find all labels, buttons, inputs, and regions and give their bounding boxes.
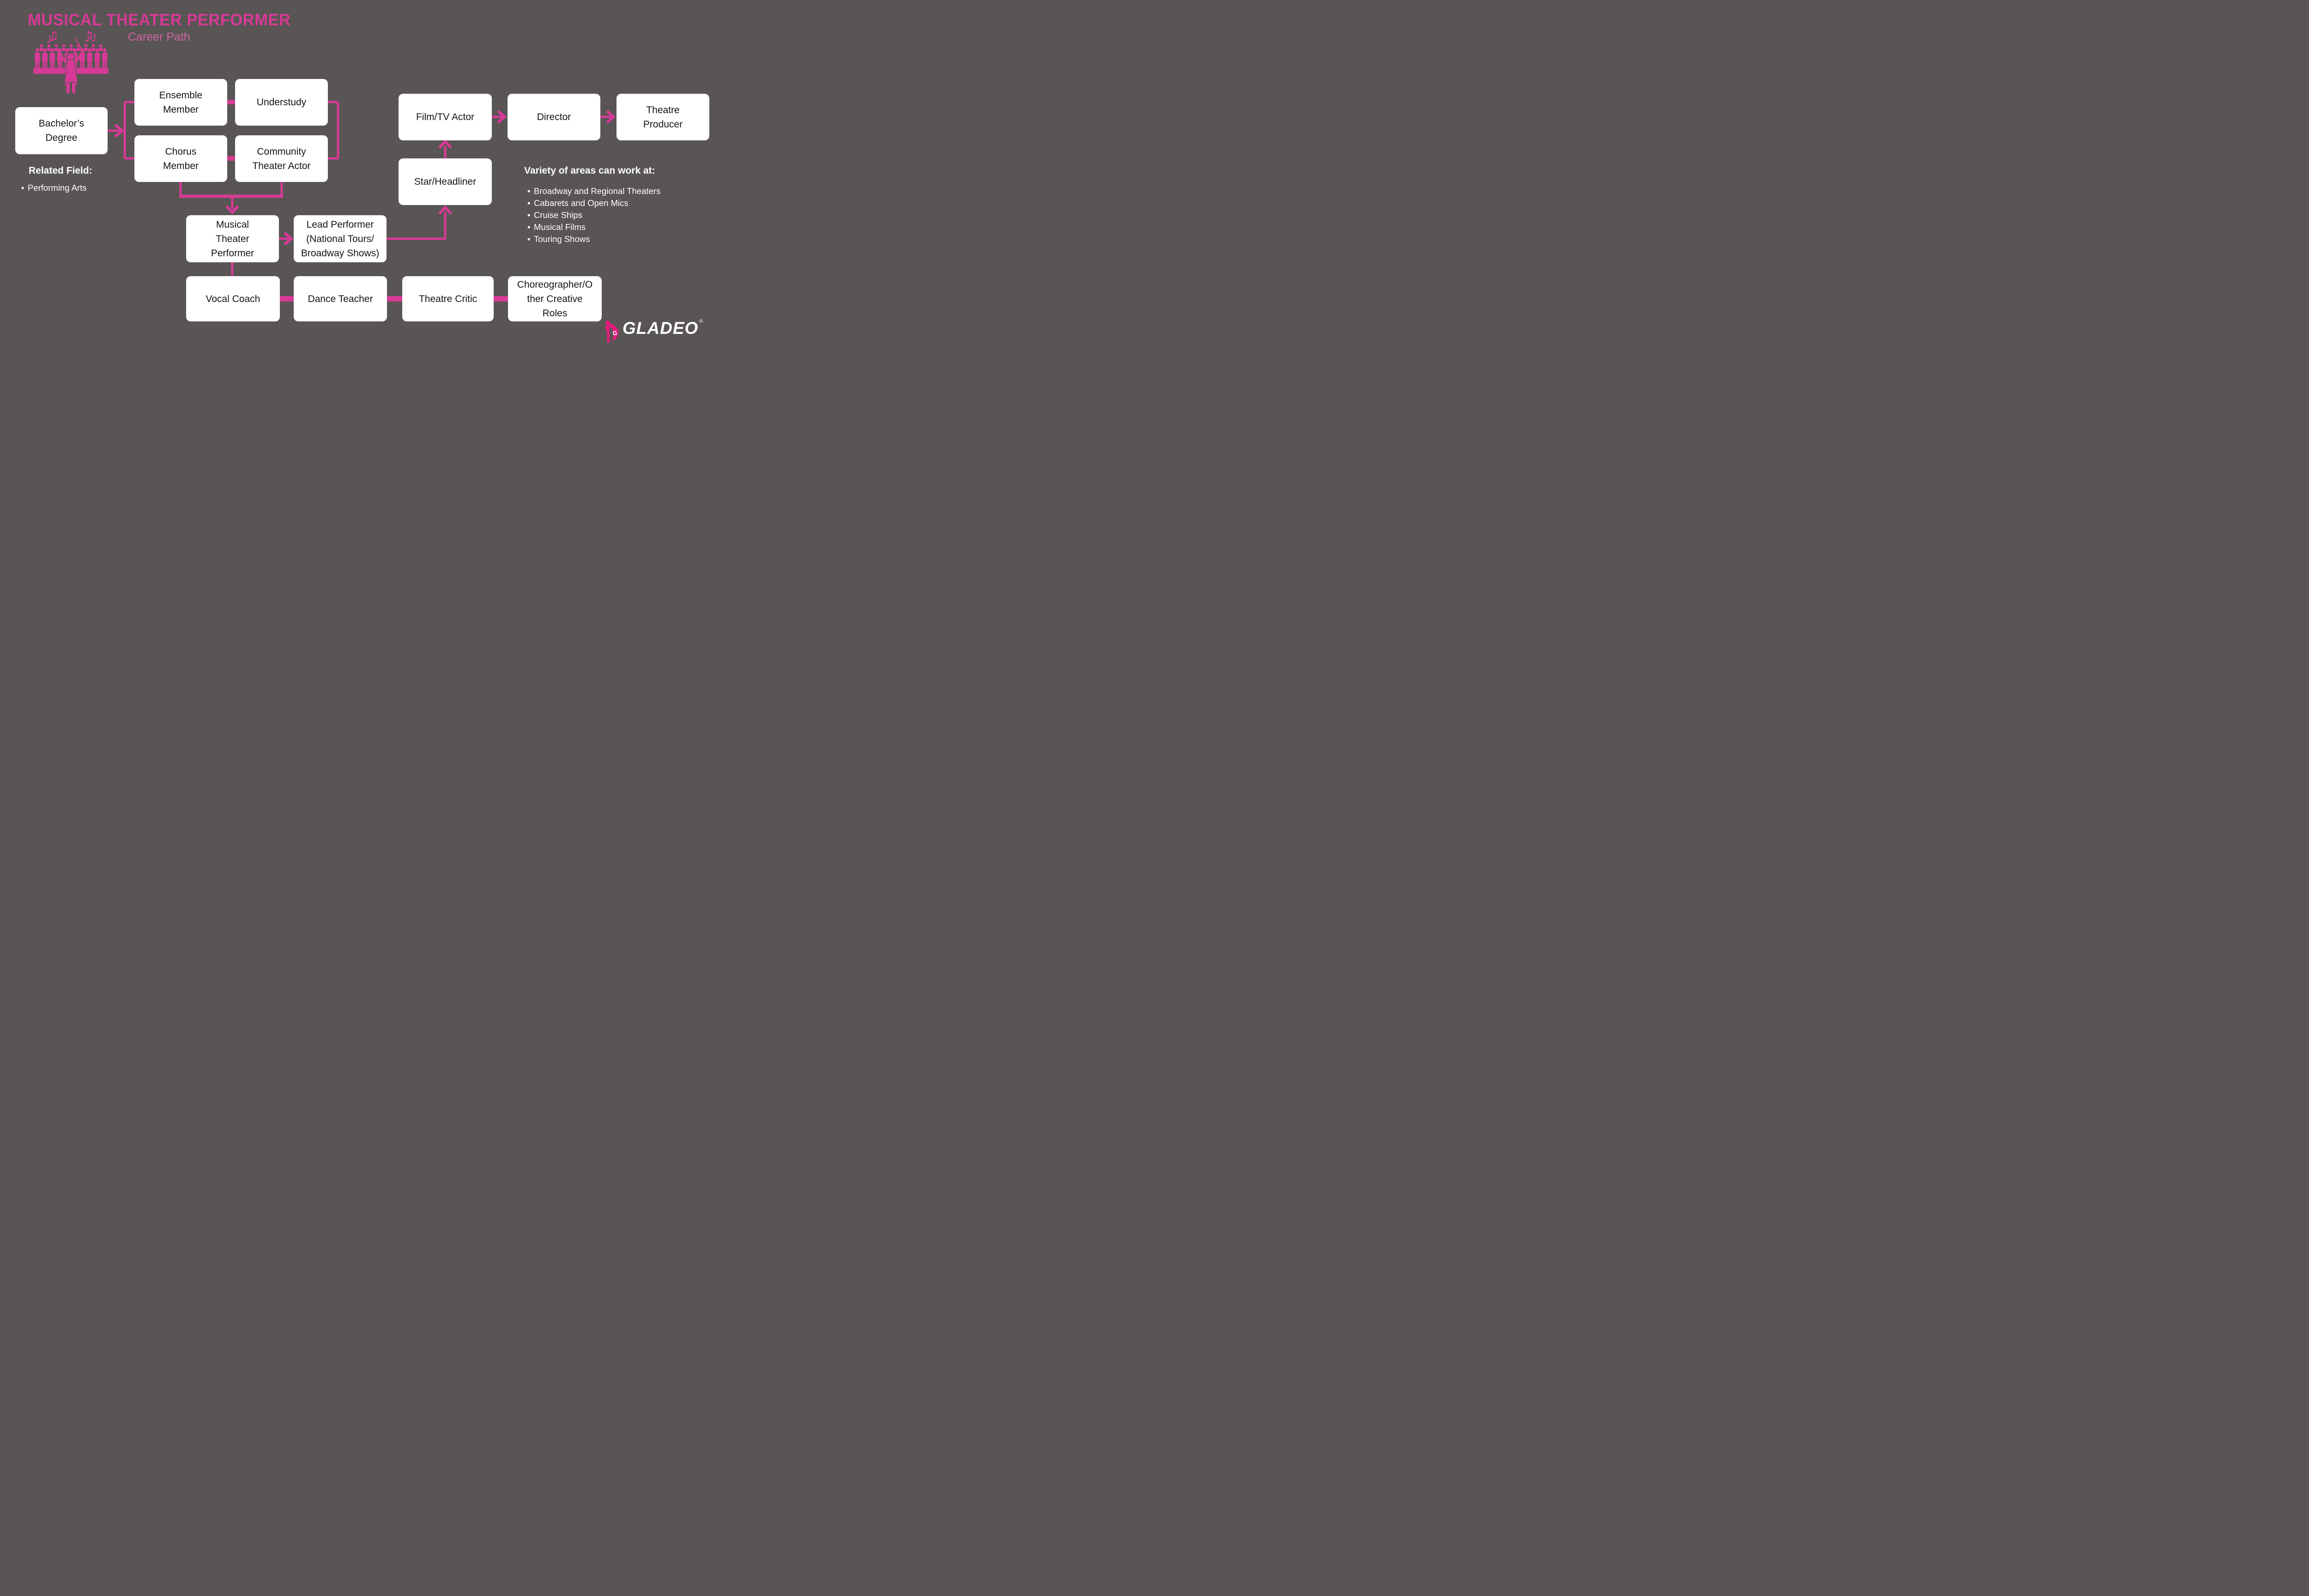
node-musical-theater-performer: Musical Theater Performer	[186, 215, 279, 262]
node-label: Chorus Member	[163, 146, 199, 171]
node-label: Dance Teacher	[308, 293, 373, 304]
node-director: Director	[508, 94, 600, 140]
related-field-heading: Related Field:	[29, 165, 92, 176]
connector-lead-star	[387, 212, 447, 240]
node-chorus-member: Chorus Member	[134, 135, 227, 182]
arrowhead-to-filmtv	[439, 140, 452, 148]
node-choreographer-other-creative-roles: Choreographer/O ther Creative Roles	[508, 276, 602, 321]
node-star-headliner: Star/Headliner	[399, 158, 492, 205]
arrowhead-to-director	[497, 110, 506, 123]
choir-back-row	[39, 44, 103, 51]
arrowhead-bachelors	[115, 124, 124, 137]
node-understudy: Understudy	[235, 79, 328, 126]
node-label: Community Theater Actor	[252, 146, 311, 171]
node-label: Understudy	[256, 97, 307, 108]
related-field-item: Performing Arts	[21, 182, 87, 194]
career-path-infographic: { "header": { "title": "MUSICAL THEATER …	[0, 0, 724, 362]
work-area-item: Broadway and Regional Theaters	[527, 185, 660, 197]
registered-trademark-symbol: ®	[699, 319, 703, 324]
connector-right-bracket	[327, 101, 339, 160]
hero-cape	[609, 323, 619, 341]
node-label: Bachelor’s Degree	[38, 118, 85, 143]
node-label: Theatre Producer	[643, 104, 683, 130]
node-label: Director	[537, 112, 571, 122]
music-notes-left	[48, 31, 57, 43]
node-vocal-coach: Vocal Coach	[186, 276, 280, 321]
node-lead-performer: Lead Performer (National Tours/ Broadway…	[294, 215, 387, 262]
work-area-item: Musical Films	[527, 221, 660, 233]
node-label: Film/TV Actor	[416, 112, 474, 122]
node-label: Theatre Critic	[418, 293, 478, 304]
node-theatre-critic: Theatre Critic	[402, 276, 494, 321]
arrowhead-to-performer	[226, 206, 239, 214]
connector-left-bracket	[123, 101, 135, 160]
related-field-list: Performing Arts	[21, 182, 87, 194]
superhero-icon: G	[604, 320, 619, 343]
gladeo-wordmark: GLADEO	[623, 319, 699, 338]
work-areas-heading: Variety of areas can work at:	[524, 165, 655, 176]
arrowhead-to-producer	[606, 110, 615, 123]
gladeo-logo: G GLADEO ®	[603, 319, 709, 345]
page-title: MUSICAL THEATER PERFORMER	[28, 10, 291, 29]
page-subtitle: Career Path	[128, 30, 190, 43]
node-dance-teacher: Dance Teacher	[294, 276, 387, 321]
node-label: Musical Theater Performer	[211, 219, 254, 259]
node-bachelors-degree: Bachelor’s Degree	[15, 107, 108, 154]
node-label: Choreographer/O ther Creative Roles	[517, 279, 593, 319]
arrowhead-to-star	[439, 206, 452, 214]
work-area-item: Touring Shows	[527, 233, 660, 245]
work-areas-list: Broadway and Regional Theaters Cabarets …	[527, 185, 660, 245]
node-film-tv-actor: Film/TV Actor	[399, 94, 492, 140]
node-community-theater-actor: Community Theater Actor	[235, 135, 328, 182]
node-theatre-producer: Theatre Producer	[617, 94, 709, 140]
work-area-item: Cruise Ships	[527, 209, 660, 221]
choir-conductor-icon	[33, 30, 109, 94]
music-notes-right	[85, 30, 97, 42]
node-label: Lead Performer (National Tours/ Broadway…	[301, 219, 380, 259]
node-ensemble-member: Ensemble Member	[134, 79, 227, 126]
node-label: Star/Headliner	[414, 176, 477, 187]
node-label: Ensemble Member	[159, 90, 203, 115]
arrowhead-to-lead	[284, 232, 293, 245]
svg-text:G: G	[612, 329, 617, 337]
conductor-figure	[57, 38, 85, 94]
work-area-item: Cabarets and Open Mics	[527, 197, 660, 209]
node-label: Vocal Coach	[206, 293, 260, 304]
